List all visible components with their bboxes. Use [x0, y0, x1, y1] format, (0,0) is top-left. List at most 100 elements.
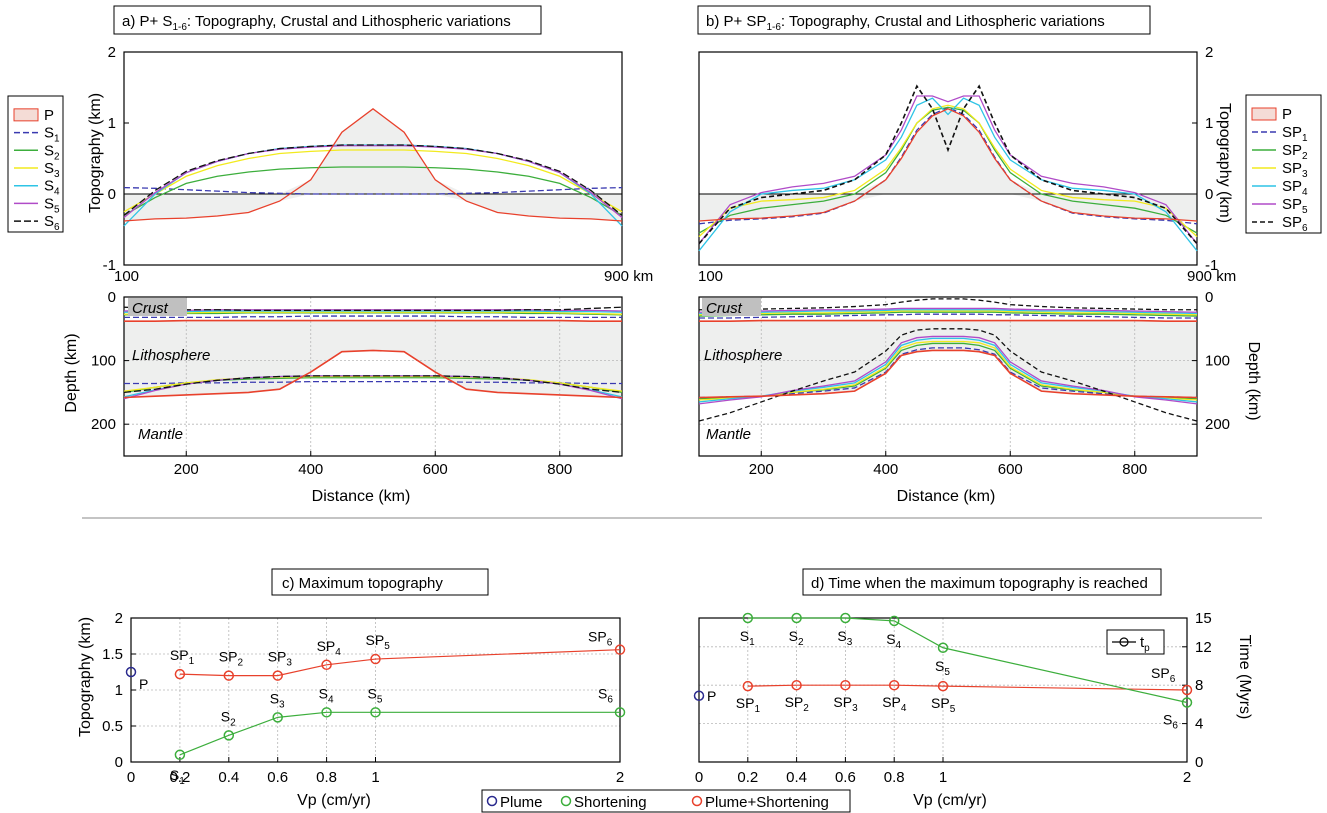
g-c-label-S3: S3: [270, 690, 285, 710]
leg-a-swatch-P: [13, 108, 39, 122]
g-b-bot-line-SP2-moho: [698, 311, 1198, 317]
g-a-bot-line-S3-moho: [123, 311, 623, 315]
c-ylabel: Topography (km): [77, 617, 94, 737]
legend-bottom: Plume Shortening Plume+Shortening: [481, 789, 851, 813]
g-d-label-SP5: SP5: [931, 695, 956, 715]
g-a-bot-line-P-moho: [124, 319, 622, 322]
leg-b-label-SP2: SP2: [1282, 142, 1308, 162]
g-d-ytick-label-12: 12: [1195, 639, 1212, 656]
g-a-bot-line-S4-moho: [123, 310, 623, 313]
g-b-top-line-SP4: [698, 97, 1198, 252]
g-b-bot-xtick-label-400: 400: [873, 461, 898, 478]
g-a-top-line-S5: [123, 145, 623, 218]
g-d-line-Shortening: [747, 617, 1188, 704]
g-a-top-frame: [123, 51, 623, 266]
g-d-ytick-label-15: 15: [1195, 610, 1212, 627]
svg-text:a) P+ S1-6: Topography, Crusta: a) P+ S1-6: Topography, Crustal and Lith…: [122, 13, 511, 33]
g-a-top-line-S2: [123, 166, 623, 216]
legend-bottom-label-2: Plume+Shortening: [705, 794, 829, 811]
title-d: d) Time when the maximum topography is r…: [802, 568, 1162, 596]
g-d-point-SP5: [937, 680, 949, 692]
g-b-bot-ytick-label-0: 0: [1205, 289, 1213, 306]
g-d-point-SP4: [888, 679, 900, 691]
b-distance-xlabel: Distance (km): [897, 488, 996, 505]
title-b: b) P+ SP1-6: Topography, Crustal and Lit…: [697, 5, 1151, 35]
g-d-point-S6: [1181, 697, 1193, 708]
crust-label-b: Crust: [706, 300, 743, 317]
leg-b-label-SP4: SP4: [1282, 178, 1308, 198]
g-b-top-line-SP6: [698, 84, 1198, 245]
g-c-ytick-label-2: 2: [115, 610, 123, 627]
g-b-bot-ytick-label-100: 100: [1205, 353, 1230, 370]
g-b-bot-line-SP6-lab: [698, 328, 1198, 422]
g-d-point-SP1: [742, 680, 754, 692]
a-x-end: 900 km: [604, 268, 653, 285]
g-c-label-S6: S6: [598, 685, 613, 705]
g-d-ytick-label-8: 8: [1195, 677, 1203, 694]
c-xlabel: Vp (cm/yr): [297, 792, 371, 809]
leg-b-swatch-P: [1251, 107, 1277, 121]
g-c-label-S2: S2: [221, 708, 236, 728]
g-a-bot-ytick-label-100: 100: [91, 353, 116, 370]
mantle-label-b: Mantle: [706, 426, 751, 443]
g-c-point-SP5: [370, 653, 381, 665]
g-a-bot-line-S6-moho: [123, 306, 623, 312]
g-c-line-Shortening: [179, 711, 620, 756]
g-d-point-S5: [937, 642, 949, 654]
g-c-label-SP5: SP5: [366, 632, 391, 652]
g-a-bot-xtick-label-200: 200: [174, 461, 199, 478]
g-d-label-SP1: SP1: [736, 695, 761, 715]
g-d-label-S1: S1: [740, 628, 755, 648]
a-depth-ylabel: Depth (km): [63, 333, 80, 412]
leg-b-label-SP1: SP1: [1282, 124, 1308, 144]
mantle-label-a: Mantle: [138, 426, 183, 443]
legend-bottom-label-1: Shortening: [574, 794, 647, 811]
g-d-label-SP6: SP6: [1151, 665, 1176, 685]
g-b-bot-line-SP1-moho: [699, 313, 1197, 319]
g-d-xtick-label-0.2: 0.2: [737, 769, 758, 786]
title-a: a) P+ S1-6: Topography, Crustal and Lith…: [113, 5, 542, 35]
legend-bottom-frame: [481, 789, 851, 813]
g-b-top-ytick-label-2: 2: [1205, 44, 1213, 61]
g-b-top-ytick-label-0: 0: [1205, 186, 1213, 203]
svg-text:b) P+ SP1-6: Topography, Crust: b) P+ SP1-6: Topography, Crustal and Lit…: [706, 13, 1105, 33]
legend-bottom-marker-0: [486, 795, 498, 807]
g-a-top-ytick-label-2: 2: [108, 44, 116, 61]
panel-b-topography: -1 0 1 2: [698, 44, 1218, 274]
g-c-point-SP6: [614, 644, 626, 655]
a-x-start: 100: [114, 268, 139, 285]
g-a-bot-xtick-label-400: 400: [298, 461, 323, 478]
g-c-point-SP1: [174, 668, 186, 680]
g-b-top-line-SP2: [698, 106, 1198, 234]
g-d-xtick-label-0.8: 0.8: [884, 769, 905, 786]
d-ylabel: Time (Myrs): [1236, 635, 1253, 720]
g-a-top-line-P: [123, 107, 623, 222]
g-d-point-SP2: [791, 679, 802, 691]
g-b-bot-line-SP5-lab: [698, 335, 1198, 405]
g-c-line-Plume+Shortening: [179, 649, 621, 677]
leg-b-label-SP3: SP3: [1282, 160, 1308, 180]
g-a-bot-line-S1-lab: [124, 380, 622, 385]
g-c-label-SP6: SP6: [588, 629, 613, 649]
svg-text:c) Maximum topography: c) Maximum topography: [282, 575, 443, 592]
g-d-xtick-label-0: 0: [695, 769, 703, 786]
g-d-label-S4: S4: [886, 631, 901, 651]
leg-b-label-P: P: [1282, 106, 1292, 123]
legend-bottom-marker-2: [691, 795, 703, 807]
g-c-point-plume: [125, 666, 137, 678]
d-xlabel: Vp (cm/yr): [913, 792, 987, 809]
g-a-bot-line-P-lab: [123, 349, 623, 399]
g-d-point-S1: [742, 612, 754, 624]
g-b-bot-line-SP4-lab: [698, 337, 1198, 403]
lithosphere-label-a: Lithosphere: [132, 347, 210, 364]
g-a-bot-frame: [123, 296, 623, 457]
g-b-top-frame: [698, 51, 1198, 266]
g-c-point-S3: [272, 712, 283, 723]
g-b-bot-line-SP1-lab: [698, 347, 1198, 399]
g-a-top-ytick-label--1: -1: [103, 257, 116, 274]
g-b-top-ytick-label-1: 1: [1205, 115, 1213, 132]
leg-a-label-S2: S2: [44, 142, 60, 162]
g-c-xtick-label-0.8: 0.8: [316, 769, 337, 786]
g-c-point-SP4: [321, 659, 332, 671]
